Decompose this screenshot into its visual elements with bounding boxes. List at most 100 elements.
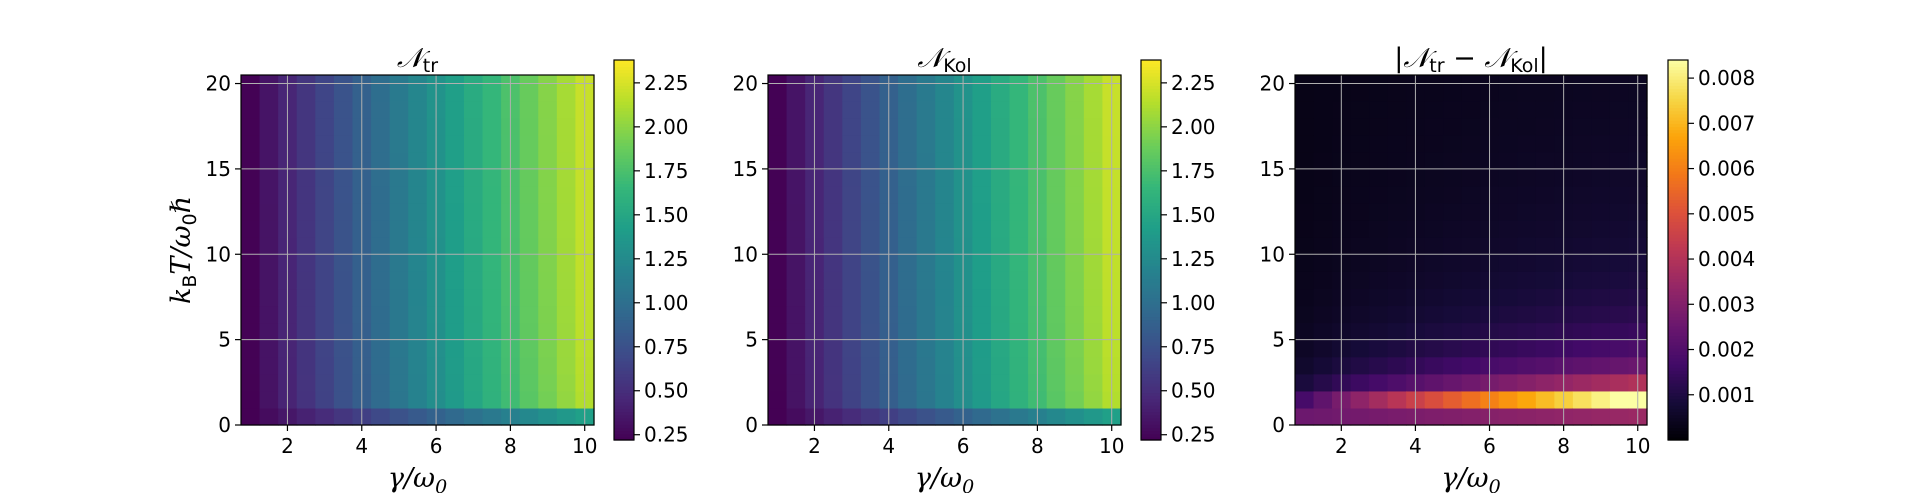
heatmap-cell — [1387, 185, 1407, 204]
heatmap-cell — [786, 75, 806, 102]
heatmap-cell — [898, 134, 918, 153]
colorbar-tick-label: 0.50 — [644, 379, 689, 403]
heatmap-cell — [463, 203, 484, 221]
x-tick-label: 2 — [281, 434, 294, 458]
heatmap-cell — [333, 339, 354, 358]
colorbar-segment — [1141, 332, 1161, 337]
colorbar-segment — [1668, 231, 1688, 235]
heatmap-cell — [371, 373, 391, 392]
colorbar-segment — [1668, 91, 1688, 96]
heatmap-cell — [1313, 237, 1333, 255]
colorbar-segment — [1141, 107, 1161, 112]
heatmap-cell — [371, 254, 391, 272]
heatmap-cell — [972, 322, 992, 341]
heatmap-cell — [1443, 134, 1463, 153]
colorbar-segment — [614, 376, 634, 381]
colorbar-segment — [1668, 129, 1688, 134]
heatmap-cell — [1009, 356, 1029, 375]
colorbar-segment — [614, 250, 634, 254]
heatmap-cell — [768, 339, 788, 358]
heatmap-cell — [1591, 305, 1611, 324]
heatmap-cell — [1424, 339, 1444, 358]
heatmap-cell — [768, 305, 788, 324]
heatmap-cell — [935, 203, 955, 221]
colorbar-segment — [614, 110, 634, 115]
heatmap-cell — [1517, 322, 1537, 341]
colorbar-segment — [614, 189, 634, 194]
heatmap-cell — [1461, 322, 1481, 341]
heatmap-cell — [1443, 100, 1463, 119]
colorbar-segment — [1668, 101, 1688, 105]
colorbar-segment — [1141, 326, 1161, 330]
heatmap-cell — [259, 134, 279, 153]
heatmap-cell — [1369, 254, 1389, 272]
colorbar-segment — [1141, 167, 1161, 172]
colorbar-segment — [614, 145, 634, 150]
heatmap-cell — [823, 220, 843, 238]
colorbar-tick-label: 0.25 — [1171, 423, 1216, 447]
heatmap-cell — [1517, 134, 1537, 153]
heatmap-cell — [1065, 407, 1085, 426]
colorbar-segment — [614, 284, 634, 289]
heatmap-cell — [389, 407, 409, 426]
colorbar-segment — [614, 164, 634, 169]
colorbar-segment — [1141, 158, 1161, 162]
heatmap-cell — [408, 134, 428, 153]
heatmap-cell — [1083, 168, 1104, 187]
heatmap-cell — [768, 168, 788, 187]
colorbar-segment — [1141, 174, 1161, 178]
heatmap-cell — [259, 373, 279, 392]
colorbar-segment — [614, 291, 634, 295]
colorbar-segment — [1141, 129, 1161, 134]
heatmap-cell — [1591, 288, 1611, 307]
heatmap-cell — [1083, 100, 1104, 119]
colorbar-segment — [1141, 155, 1161, 159]
heatmap-cell — [1313, 75, 1333, 102]
heatmap-cell — [898, 254, 918, 272]
heatmap-cell — [990, 168, 1011, 187]
heatmap-cell — [1443, 254, 1463, 272]
heatmap-cell — [1313, 151, 1333, 170]
heatmap-cell — [1313, 305, 1333, 324]
colorbar-segment — [1141, 348, 1161, 352]
colorbar-segment — [614, 136, 634, 140]
heatmap-cell — [1350, 75, 1370, 102]
heatmap-cell — [556, 117, 577, 136]
heatmap-cell — [786, 288, 806, 307]
heatmap-cell — [1591, 220, 1611, 238]
heatmap-cell — [1313, 373, 1333, 392]
heatmap-cell — [1009, 390, 1029, 409]
heatmap-cell — [1350, 237, 1370, 255]
heatmap-cell — [1009, 254, 1029, 272]
x-tick-label: 8 — [1031, 434, 1044, 458]
colorbar-segment — [1141, 291, 1161, 295]
heatmap-cell — [1498, 288, 1518, 307]
heatmap-cell — [898, 271, 918, 290]
heatmap-cell — [786, 305, 806, 324]
colorbar-segment — [614, 221, 634, 226]
heatmap-cell — [315, 237, 335, 255]
colorbar-segment — [1141, 196, 1161, 200]
heatmap-cell — [241, 339, 261, 358]
colorbar-tick-label: 2.25 — [1171, 71, 1216, 95]
heatmap-cell — [1517, 271, 1537, 290]
heatmap-cell — [1572, 288, 1593, 307]
grid-lines — [1295, 75, 1647, 426]
colorbar-segment — [1141, 316, 1161, 321]
heatmap-cell — [408, 168, 428, 187]
heatmap-cells — [241, 75, 595, 426]
heatmap-cell — [1517, 356, 1537, 375]
heatmap-cell — [408, 373, 428, 392]
heatmap-cell — [1065, 134, 1085, 153]
heatmap-cell — [1083, 75, 1104, 102]
heatmap-cell — [445, 168, 465, 187]
heatmap-cell — [1572, 390, 1593, 409]
heatmap-cell — [990, 288, 1011, 307]
heatmap-cell — [333, 390, 354, 409]
heatmap-cell — [1046, 168, 1066, 187]
colorbar-segment — [614, 300, 634, 305]
colorbar-segment — [1141, 234, 1161, 238]
colorbar-segment — [1141, 436, 1161, 441]
heatmap-cell — [916, 407, 936, 426]
heatmap-cell — [445, 254, 465, 272]
